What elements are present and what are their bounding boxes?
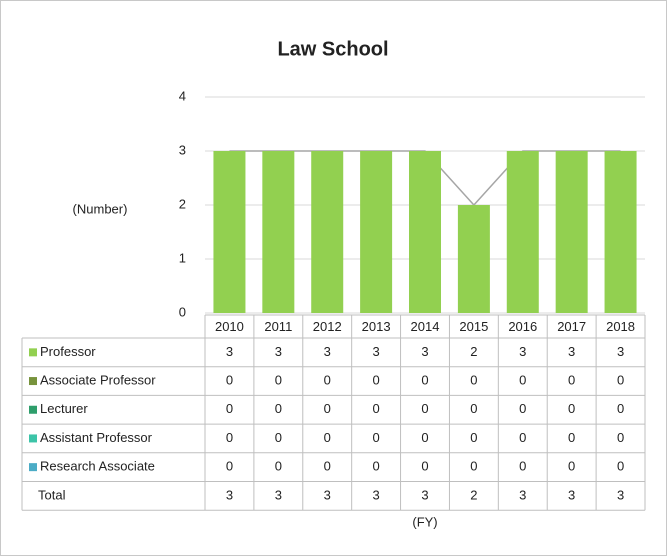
table-value: 0	[617, 459, 624, 474]
table-value: 0	[421, 372, 428, 387]
x-tick-label: 2011	[264, 319, 292, 334]
table-value: 0	[617, 372, 624, 387]
chart-title: Law School	[277, 38, 388, 60]
y-tick-label: 4	[179, 88, 186, 103]
table-value: 0	[519, 401, 526, 416]
bar-segment	[360, 151, 393, 313]
table-value: 3	[275, 344, 282, 359]
table-value: 0	[372, 401, 379, 416]
legend-swatch	[29, 377, 37, 386]
table-value: 3	[568, 487, 575, 502]
table-value: 0	[275, 401, 282, 416]
table-value: 2	[470, 344, 477, 359]
table-value: 0	[226, 401, 233, 416]
table-value: 3	[226, 344, 233, 359]
x-tick-label: 2013	[362, 319, 391, 334]
table-value: 0	[372, 372, 379, 387]
legend-swatch	[29, 434, 37, 443]
table-value: 0	[568, 401, 575, 416]
legend-label: Research Associate	[40, 459, 155, 474]
table-value: 0	[617, 430, 624, 445]
table-value: 0	[226, 430, 233, 445]
table-value: 0	[470, 459, 477, 474]
bar-segment	[604, 151, 637, 313]
x-axis-label: (FY)	[412, 514, 437, 529]
table-value: 0	[470, 401, 477, 416]
y-axis-label: (Number)	[73, 201, 128, 216]
table-value: 0	[421, 401, 428, 416]
table-value: 3	[519, 487, 526, 502]
table-value: 0	[568, 372, 575, 387]
bar-segment	[262, 151, 295, 313]
legend-swatch	[29, 405, 37, 414]
table-value: 0	[617, 401, 624, 416]
table-value: 3	[421, 344, 428, 359]
table-value: 0	[421, 430, 428, 445]
table-value: 0	[372, 430, 379, 445]
x-tick-label: 2014	[411, 319, 440, 334]
table-value: 0	[226, 459, 233, 474]
table-value: 3	[617, 487, 624, 502]
bar-segment	[311, 151, 344, 313]
legend-label: Associate Professor	[40, 372, 156, 387]
x-tick-label: 2010	[215, 319, 244, 334]
bar-segment	[457, 205, 490, 313]
x-tick-label: 2012	[313, 319, 342, 334]
bar-segment	[409, 151, 441, 313]
table-value: 0	[568, 430, 575, 445]
x-tick-label: 2018	[606, 319, 635, 334]
legend-swatch	[29, 348, 37, 357]
table-value: 0	[324, 430, 331, 445]
legend-label: Total	[38, 487, 66, 502]
table-value: 3	[372, 487, 379, 502]
table-value: 0	[324, 372, 331, 387]
table-value: 3	[226, 487, 233, 502]
table-value: 2	[470, 487, 477, 502]
table-value: 3	[324, 487, 331, 502]
table-value: 0	[275, 459, 282, 474]
bar-segment	[506, 151, 539, 313]
table-value: 0	[519, 430, 526, 445]
table-value: 0	[519, 459, 526, 474]
table-value: 0	[470, 372, 477, 387]
table-value: 0	[421, 459, 428, 474]
table-value: 0	[275, 430, 282, 445]
table-value: 3	[421, 487, 428, 502]
table-value: 0	[324, 459, 331, 474]
table-value: 0	[226, 372, 233, 387]
x-tick-label: 2015	[459, 319, 488, 334]
y-tick-label: 1	[179, 250, 186, 265]
table-value: 0	[568, 459, 575, 474]
table-value: 3	[568, 344, 575, 359]
legend-label: Assistant Professor	[40, 430, 153, 445]
x-tick-label: 2017	[557, 319, 586, 334]
legend-label: Professor	[40, 344, 96, 359]
x-tick-label: 2016	[508, 319, 537, 334]
table-value: 3	[617, 344, 624, 359]
table-value: 0	[324, 401, 331, 416]
table-value: 3	[372, 344, 379, 359]
table-value: 0	[275, 372, 282, 387]
table-value: 3	[519, 344, 526, 359]
bar-segment	[213, 151, 246, 313]
table-value: 0	[372, 459, 379, 474]
legend-swatch	[29, 463, 37, 472]
table-value: 3	[324, 344, 331, 359]
bar-segment	[555, 151, 588, 313]
table-value: 0	[470, 430, 477, 445]
table-value: 0	[519, 372, 526, 387]
table-value: 3	[275, 487, 282, 502]
y-tick-label: 2	[179, 196, 186, 211]
legend-label: Lecturer	[40, 401, 88, 416]
y-tick-label: 0	[179, 304, 186, 319]
y-tick-label: 3	[179, 142, 186, 157]
